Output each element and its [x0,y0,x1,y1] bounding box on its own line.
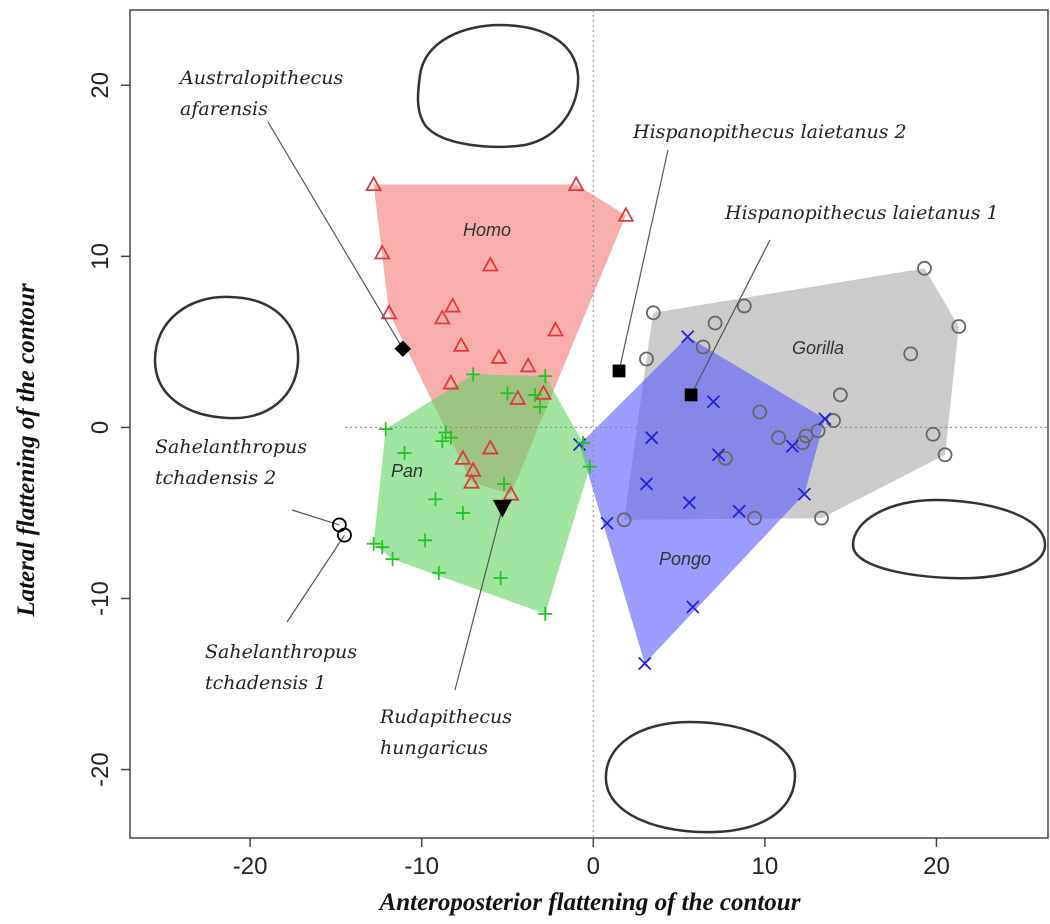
leader-line [292,510,339,525]
group-label: Homo [463,220,511,240]
specimen-label: Hispanopithecus laietanus 2 [632,121,907,143]
y-tick-label: -10 [87,581,114,616]
x-tick-label: -10 [404,853,439,880]
contour-shape [853,500,1045,578]
specimen-label: hungaricus [380,737,488,759]
y-tick-label: -20 [87,752,114,787]
group-label: Gorilla [792,338,844,358]
group-label: Pan [391,461,423,481]
specimen-point [614,365,625,376]
specimen-label: tchadensis 1 [205,672,326,694]
specimen-label: tchadensis 2 [155,467,276,489]
x-axis-title: Anteroposterior flattening of the contou… [378,889,801,916]
specimen-label: Rudapithecus [379,706,512,728]
x-tick-label: 20 [923,853,950,880]
y-tick-label: 20 [87,72,114,99]
specimen-label: Sahelanthropus [205,641,357,663]
contour-shape [606,722,795,832]
x-tick-label: 0 [587,853,600,880]
x-tick-label: 10 [752,853,779,880]
specimen-label: Hispanopithecus laietanus 1 [724,202,999,224]
specimen-label: Sahelanthropus [155,436,307,458]
y-axis-title: Lateral flattening of the contour [13,283,40,618]
contour-shape [418,25,578,147]
leader-line [287,535,344,622]
group-label: Pongo [659,549,711,569]
chart: -20 -10 0 10 20 -20 -10 0 10 20 Gorilla Pongo Homo P… [0,0,1050,924]
specimen-label: Australopithecus [178,67,344,89]
y-tick-label: 0 [87,421,114,434]
y-tick-label: 10 [87,243,114,270]
contour-shape [155,297,298,418]
specimen-point [686,389,697,400]
group-hull [374,374,590,614]
specimen-label: afarensis [180,98,268,120]
x-tick-label: -20 [233,853,268,880]
